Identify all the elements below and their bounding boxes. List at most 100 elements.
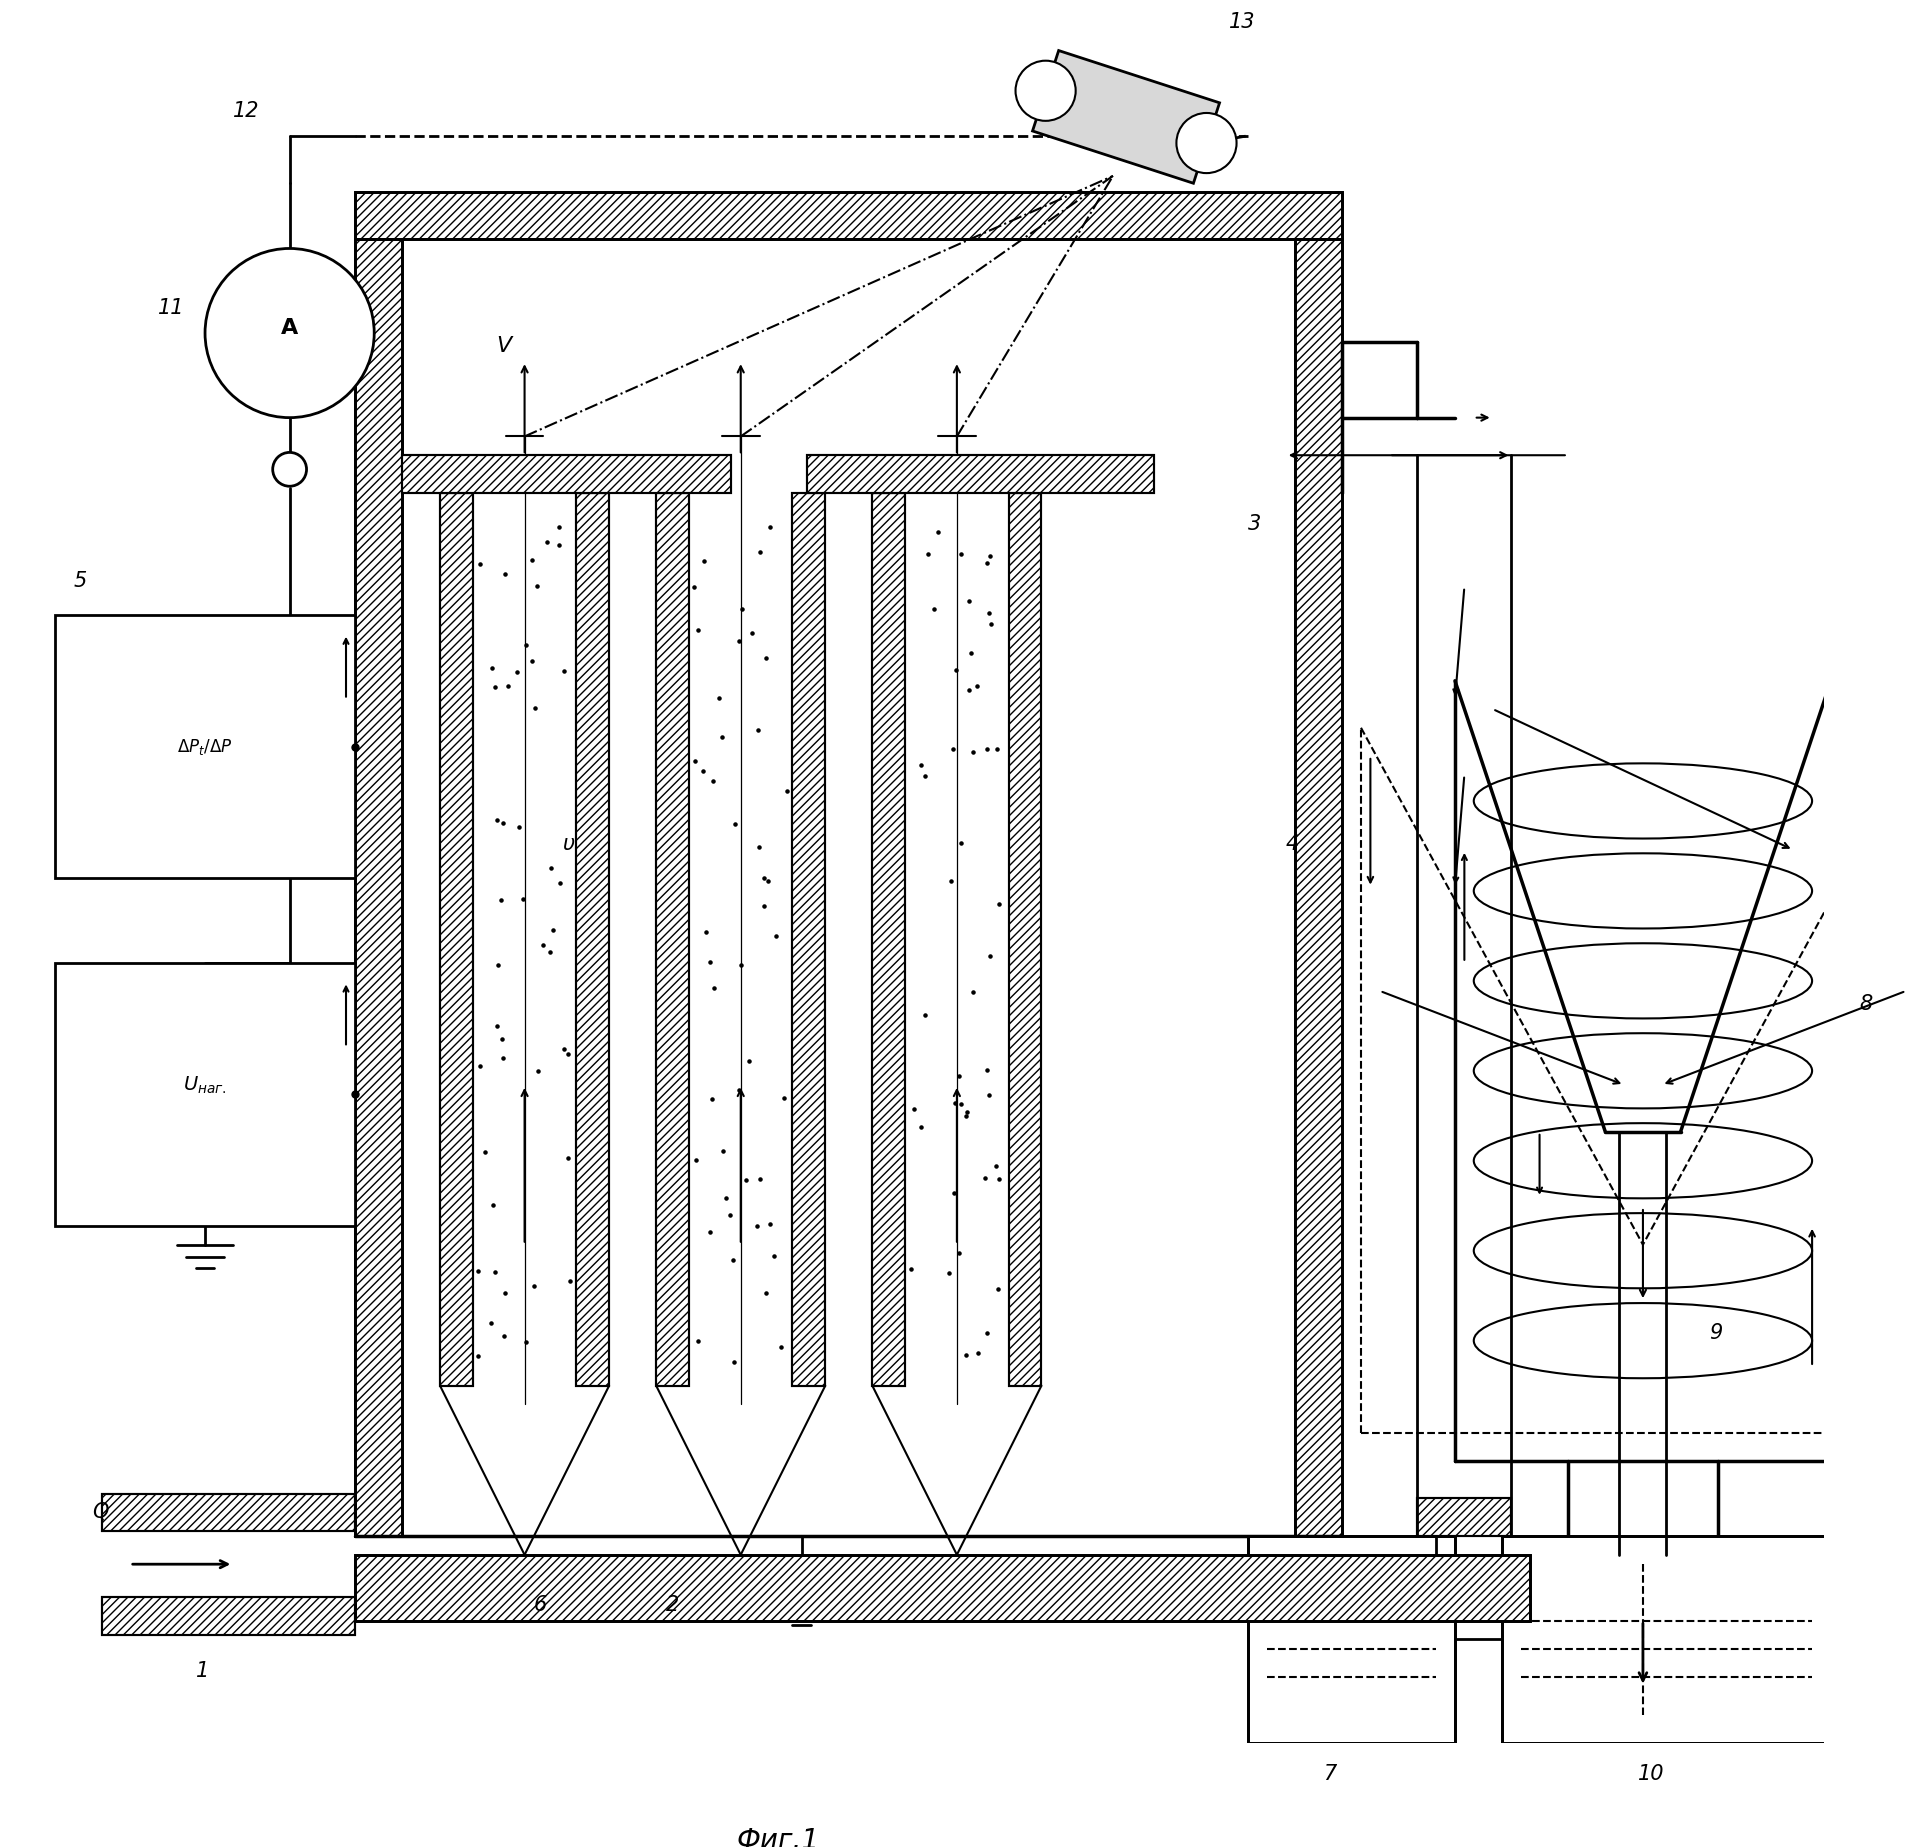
Point: [939, 1088, 970, 1117]
Point: [710, 1184, 740, 1213]
Point: [951, 1101, 981, 1130]
Point: [522, 571, 553, 600]
Point: [478, 1191, 509, 1221]
Point: [981, 1274, 1012, 1304]
Text: $\Delta P_t/\Delta P$: $\Delta P_t/\Delta P$: [178, 737, 233, 757]
Point: [696, 1084, 727, 1114]
Text: 1: 1: [195, 1660, 209, 1681]
Circle shape: [1016, 61, 1075, 120]
Point: [476, 1308, 507, 1337]
Point: [945, 539, 976, 569]
Text: 12: 12: [233, 102, 260, 120]
Bar: [1295, 238, 1343, 1537]
Point: [744, 833, 775, 863]
Text: 5: 5: [73, 571, 86, 591]
Text: V: V: [495, 336, 511, 356]
Point: [909, 761, 939, 791]
Point: [976, 610, 1006, 639]
Point: [708, 1136, 738, 1165]
Bar: [402, 454, 731, 493]
Point: [704, 683, 735, 713]
Point: [694, 1217, 725, 1247]
Point: [719, 809, 750, 839]
Point: [934, 1258, 964, 1287]
Text: 7: 7: [1324, 1764, 1337, 1784]
Point: [719, 1346, 750, 1376]
Point: [748, 863, 779, 892]
Point: [706, 722, 737, 752]
Bar: [356, 1555, 1530, 1620]
Bar: [1247, 1537, 1456, 1744]
Bar: [101, 1598, 356, 1635]
Bar: [356, 192, 1343, 238]
Point: [972, 1056, 1002, 1086]
Point: [947, 1090, 978, 1119]
Point: [518, 1271, 549, 1300]
Point: [943, 1237, 974, 1267]
Point: [742, 1212, 773, 1241]
Point: [744, 1165, 775, 1195]
Point: [972, 735, 1002, 765]
Point: [983, 1165, 1014, 1195]
Point: [536, 853, 566, 883]
Point: [723, 1075, 754, 1105]
Text: Q: Q: [92, 1502, 109, 1522]
Bar: [101, 1598, 356, 1635]
Point: [956, 639, 987, 669]
Point: [958, 977, 989, 1007]
Circle shape: [1176, 113, 1236, 174]
Point: [683, 1326, 714, 1356]
Point: [717, 1245, 748, 1274]
Point: [490, 1278, 520, 1308]
Point: [480, 1256, 511, 1286]
Point: [509, 885, 539, 914]
Point: [981, 733, 1012, 763]
Point: [750, 643, 781, 672]
Point: [727, 949, 758, 979]
Text: 4: 4: [1286, 835, 1299, 853]
Point: [679, 573, 710, 602]
Point: [905, 750, 935, 779]
Text: 11: 11: [159, 297, 184, 318]
Point: [769, 1084, 800, 1114]
Point: [471, 1138, 501, 1167]
Bar: [55, 962, 356, 1226]
Circle shape: [205, 249, 375, 417]
Point: [463, 1341, 494, 1370]
Point: [754, 866, 784, 896]
Bar: [576, 493, 608, 1385]
Text: 13: 13: [1230, 11, 1257, 31]
Point: [937, 733, 968, 763]
Point: [488, 1044, 518, 1073]
Bar: [55, 615, 356, 877]
Point: [534, 936, 564, 966]
Point: [752, 1278, 782, 1308]
Point: [482, 805, 513, 835]
Text: 6: 6: [534, 1596, 547, 1614]
Bar: [402, 454, 731, 493]
Point: [939, 1178, 970, 1208]
Point: [517, 545, 547, 574]
Point: [691, 918, 721, 948]
Bar: [1502, 1537, 1831, 1744]
Bar: [576, 493, 608, 1385]
Point: [918, 595, 949, 624]
Point: [935, 866, 966, 896]
Point: [974, 1080, 1004, 1110]
Point: [522, 1056, 553, 1086]
Point: [895, 1254, 926, 1284]
Point: [953, 585, 983, 615]
Point: [922, 517, 953, 547]
Point: [694, 948, 725, 977]
Point: [543, 513, 574, 543]
Point: [484, 951, 515, 981]
Point: [511, 1328, 541, 1358]
Point: [532, 526, 562, 556]
Point: [698, 767, 729, 796]
Point: [687, 755, 717, 785]
Point: [476, 654, 507, 683]
Point: [463, 1256, 494, 1286]
Point: [549, 1034, 580, 1064]
Text: υ: υ: [562, 835, 574, 853]
Point: [962, 1339, 993, 1369]
